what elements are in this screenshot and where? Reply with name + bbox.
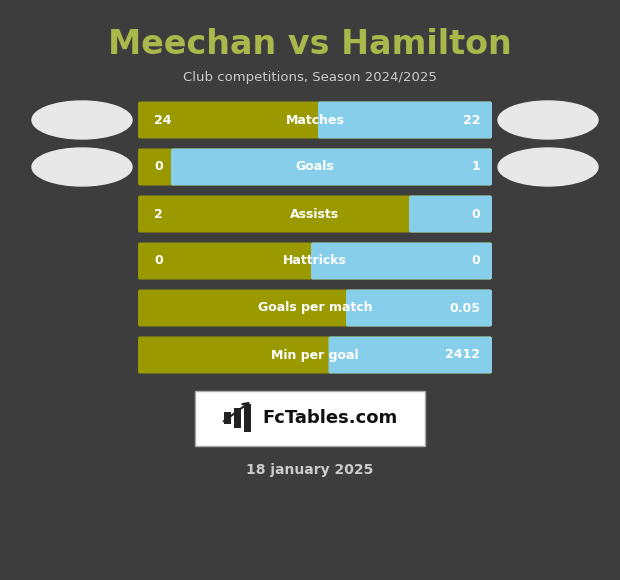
FancyBboxPatch shape	[329, 339, 337, 372]
Text: FcTables.com: FcTables.com	[262, 409, 397, 427]
Text: 18 january 2025: 18 january 2025	[246, 463, 374, 477]
Ellipse shape	[32, 101, 132, 139]
Text: 24: 24	[154, 114, 172, 126]
FancyBboxPatch shape	[138, 336, 492, 374]
Text: Matches: Matches	[286, 114, 345, 126]
FancyBboxPatch shape	[138, 242, 492, 280]
FancyBboxPatch shape	[409, 195, 492, 233]
FancyBboxPatch shape	[138, 289, 492, 327]
Ellipse shape	[498, 148, 598, 186]
FancyBboxPatch shape	[195, 390, 425, 445]
Text: Club competitions, Season 2024/2025: Club competitions, Season 2024/2025	[183, 71, 437, 84]
FancyBboxPatch shape	[409, 198, 417, 230]
FancyBboxPatch shape	[244, 404, 250, 432]
FancyBboxPatch shape	[346, 292, 354, 324]
Text: Assists: Assists	[290, 208, 340, 220]
FancyBboxPatch shape	[223, 412, 231, 424]
FancyBboxPatch shape	[329, 336, 492, 374]
Text: 1: 1	[471, 161, 480, 173]
FancyBboxPatch shape	[234, 408, 241, 428]
Text: Meechan vs Hamilton: Meechan vs Hamilton	[108, 28, 512, 61]
Text: Min per goal: Min per goal	[271, 349, 359, 361]
FancyBboxPatch shape	[318, 103, 326, 136]
FancyBboxPatch shape	[171, 150, 179, 183]
Text: 2412: 2412	[445, 349, 480, 361]
Text: Goals per match: Goals per match	[258, 302, 373, 314]
FancyBboxPatch shape	[138, 148, 492, 186]
FancyBboxPatch shape	[138, 102, 492, 139]
Ellipse shape	[498, 101, 598, 139]
Text: 0: 0	[471, 208, 480, 220]
Text: Goals: Goals	[296, 161, 334, 173]
Text: 2: 2	[154, 208, 162, 220]
FancyBboxPatch shape	[138, 195, 492, 233]
FancyBboxPatch shape	[311, 245, 319, 277]
Text: 0: 0	[154, 161, 162, 173]
FancyBboxPatch shape	[311, 242, 492, 280]
Ellipse shape	[32, 148, 132, 186]
FancyBboxPatch shape	[318, 102, 492, 139]
Text: 0: 0	[471, 255, 480, 267]
Text: 22: 22	[463, 114, 480, 126]
FancyBboxPatch shape	[346, 289, 492, 327]
Text: 0.05: 0.05	[449, 302, 480, 314]
Text: Hattricks: Hattricks	[283, 255, 347, 267]
Text: 0: 0	[154, 255, 162, 267]
FancyBboxPatch shape	[171, 148, 492, 186]
